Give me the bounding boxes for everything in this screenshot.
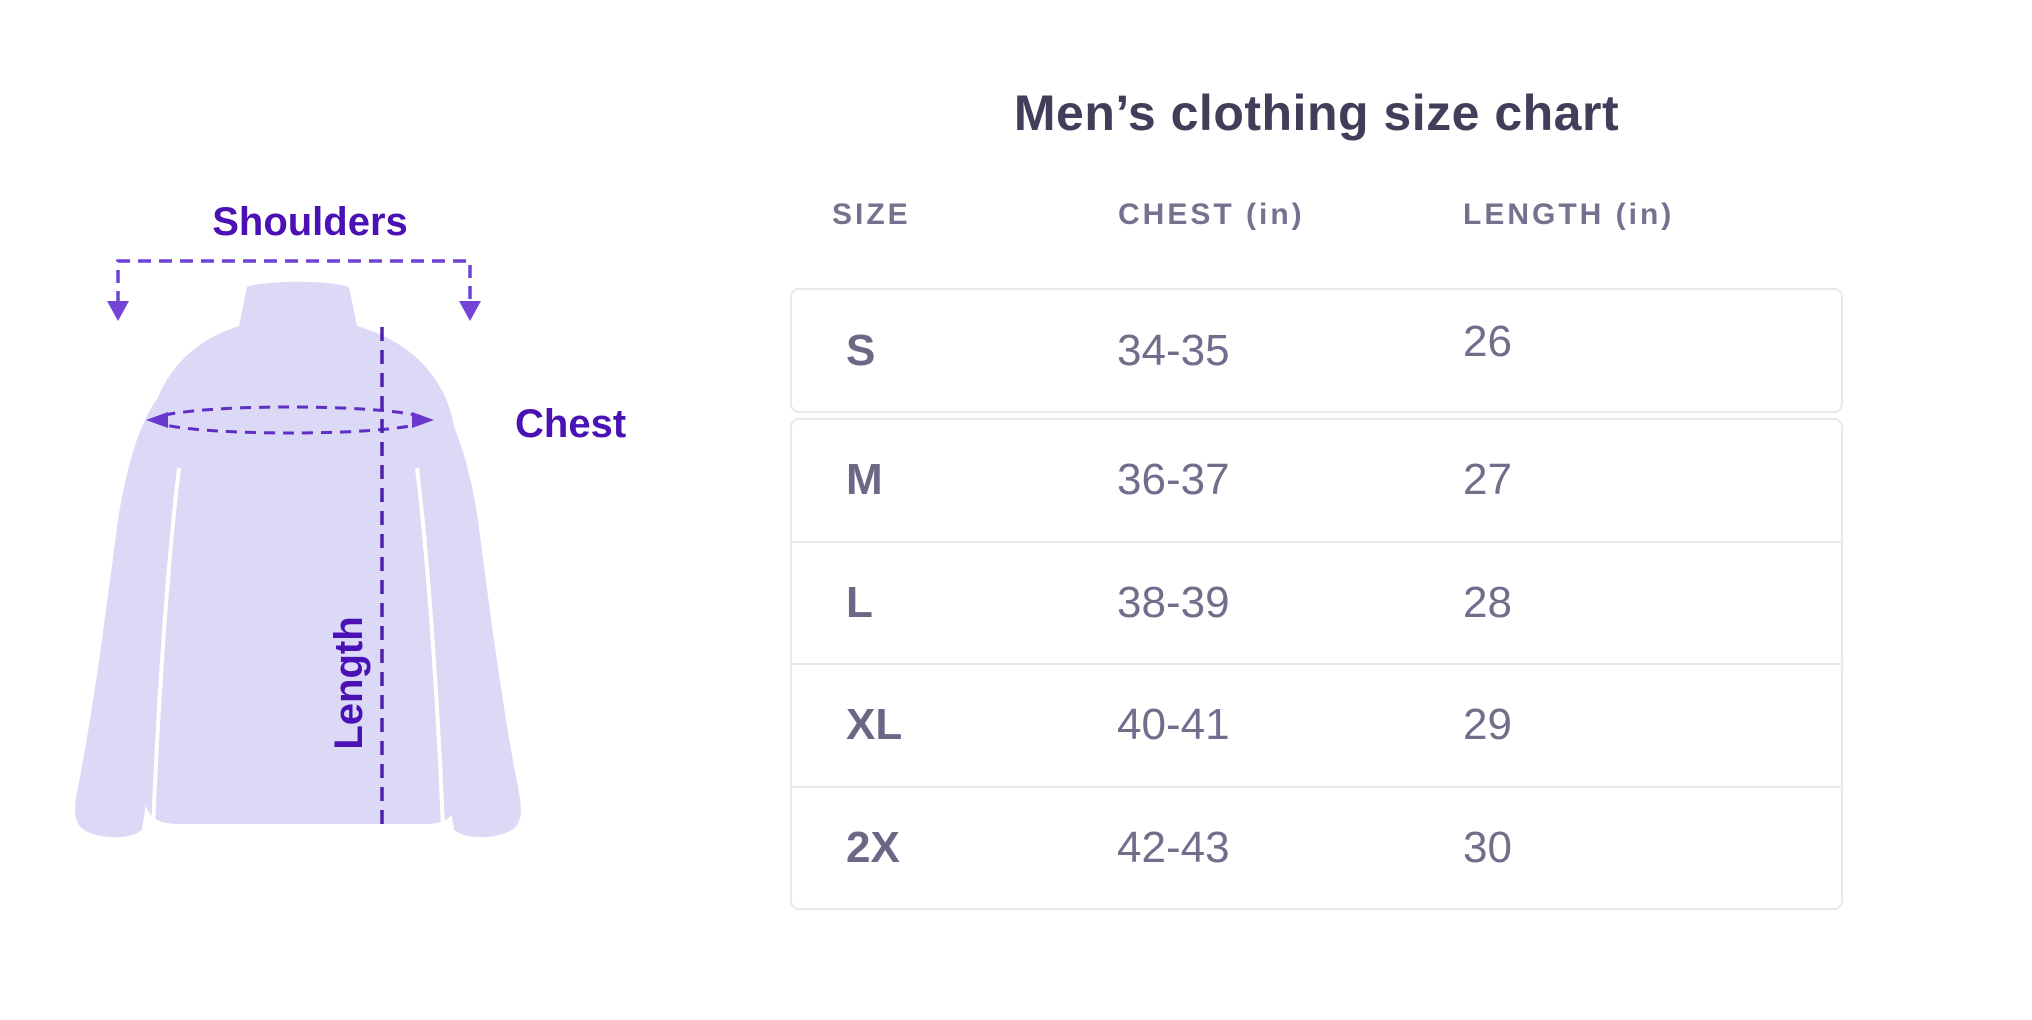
size-value: XL <box>846 700 903 750</box>
size-value: S <box>846 325 876 375</box>
table-row: XL 40-41 29 <box>792 663 1841 786</box>
shirt-illustration <box>75 259 521 838</box>
chest-value: 34-35 <box>1117 325 1230 375</box>
table-row: M 36-37 27 <box>792 420 1841 541</box>
length-value: 26 <box>1463 316 1512 366</box>
size-value: M <box>846 455 883 505</box>
length-value: 30 <box>1463 822 1512 872</box>
arrow-down-right-icon <box>459 301 481 321</box>
shoulders-measure-arrows <box>107 259 481 321</box>
arrow-down-left-icon <box>107 301 129 321</box>
chest-label: Chest <box>515 402 627 446</box>
chest-measure-ellipse <box>146 405 434 435</box>
arrow-right-icon <box>412 412 434 428</box>
right-seam <box>415 467 445 831</box>
collar <box>239 281 357 326</box>
chest-value: 38-39 <box>1117 577 1230 627</box>
column-header-size: SIZE <box>832 198 911 231</box>
shirt-shape <box>75 281 521 838</box>
length-value: 29 <box>1463 700 1512 750</box>
column-header-chest: CHEST (in) <box>1118 198 1305 231</box>
shoulders-label: Shoulders <box>212 200 408 244</box>
size-value: 2X <box>846 822 900 872</box>
left-seam <box>151 467 181 831</box>
chest-value: 40-41 <box>1117 700 1230 750</box>
table-card-remaining-rows: M 36-37 27 L 38-39 28 XL 40-41 29 2X 42-… <box>790 418 1843 910</box>
length-label: Length <box>327 616 371 750</box>
shirt-body <box>138 319 465 824</box>
length-value: 27 <box>1463 455 1512 505</box>
table-card-first-row: S 34-35 26 <box>790 288 1843 413</box>
length-value: 28 <box>1463 577 1512 627</box>
table-row: L 38-39 28 <box>792 540 1841 664</box>
shoulders-bracket-line <box>116 259 472 304</box>
page-title: Men’s clothing size chart <box>1013 85 1620 141</box>
column-header-length: LENGTH (in) <box>1463 198 1675 231</box>
chest-value: 36-37 <box>1117 455 1230 505</box>
arrow-left-icon <box>146 412 168 428</box>
table-row: S 34-35 26 <box>792 290 1841 411</box>
chest-value: 42-43 <box>1117 822 1230 872</box>
size-value: L <box>846 577 873 627</box>
table-row: 2X 42-43 30 <box>792 785 1841 909</box>
